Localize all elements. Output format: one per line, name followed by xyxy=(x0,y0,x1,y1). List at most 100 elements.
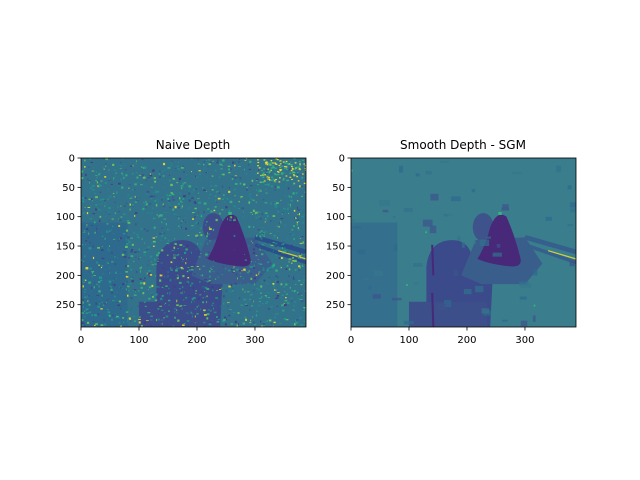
naive-depth-noise-speck xyxy=(255,262,257,265)
naive-depth-noise-speck xyxy=(208,226,211,229)
naive-depth-noise-speck xyxy=(108,314,111,317)
naive-depth-noise-speck xyxy=(175,309,178,311)
naive-depth-noise-speck xyxy=(269,233,272,235)
naive-depth-noise-speck xyxy=(101,294,103,297)
naive-depth-noise-speck xyxy=(108,195,112,198)
naive-depth-noise-speck xyxy=(109,229,111,232)
smooth-depth-bright-dot xyxy=(406,284,408,286)
naive-depth-noise-speck xyxy=(266,164,269,166)
naive-depth-noise-speck xyxy=(103,158,105,160)
naive-depth-noise-speck xyxy=(275,297,277,300)
naive-depth-noise-speck xyxy=(196,306,198,308)
naive-depth-noise-speck xyxy=(104,176,107,178)
naive-depth-noise-speck xyxy=(120,178,122,181)
naive-depth-noise-speck xyxy=(202,301,205,304)
naive-depth-noise-speck xyxy=(199,243,203,245)
naive-depth-noise-speck xyxy=(137,236,140,238)
naive-depth-noise-speck xyxy=(197,234,199,236)
naive-depth-noise-speck xyxy=(289,286,292,289)
naive-depth-noise-speck xyxy=(161,286,164,288)
naive-depth-noise-speck xyxy=(162,232,165,234)
naive-depth-noise-speck xyxy=(198,201,201,204)
naive-depth-noise-speck xyxy=(151,173,154,175)
naive-depth-noise-speck xyxy=(284,167,286,171)
naive-depth-noise-speck xyxy=(276,186,280,189)
naive-depth-noise-speck xyxy=(291,167,293,169)
naive-depth-noise-speck xyxy=(177,274,179,276)
naive-depth-noise-speck xyxy=(273,321,276,324)
naive-depth-noise-speck xyxy=(304,253,306,255)
naive-depth-noise-speck xyxy=(119,167,122,169)
naive-depth-noise-speck xyxy=(166,279,169,281)
naive-depth-noise-speck xyxy=(242,277,244,280)
naive-depth-noise-speck xyxy=(122,317,125,319)
naive-depth-noise-speck xyxy=(233,248,235,251)
naive-depth-noise-speck xyxy=(179,216,181,218)
naive-depth-noise-speck xyxy=(190,286,192,288)
naive-depth-noise-speck xyxy=(105,230,109,233)
naive-depth-noise-speck xyxy=(236,179,239,181)
naive-depth-noise-speck xyxy=(152,194,155,196)
naive-depth-noise-speck xyxy=(198,280,201,283)
naive-depth-noise-speck xyxy=(304,252,306,255)
naive-depth-noise-speck xyxy=(213,209,216,212)
naive-depth-noise-speck xyxy=(87,178,89,181)
naive-depth-noise-speck xyxy=(140,324,143,327)
naive-depth-noise-speck xyxy=(122,158,124,161)
naive-depth-noise-speck xyxy=(98,314,100,316)
naive-depth-noise-speck xyxy=(196,266,199,267)
naive-depth-noise-speck xyxy=(194,214,197,215)
naive-depth-noise-speck xyxy=(140,228,143,230)
naive-depth-noise-speck xyxy=(128,241,131,243)
naive-depth-noise-speck xyxy=(223,316,227,319)
naive-depth-noise-speck xyxy=(277,177,278,180)
naive-depth-noise-speck xyxy=(275,167,277,169)
naive-depth-noise-speck xyxy=(299,237,301,239)
naive-depth-noise-speck xyxy=(258,305,261,307)
naive-depth-noise-speck xyxy=(220,173,223,176)
naive-depth-noise-speck xyxy=(267,162,270,165)
smooth-depth-texture-patch xyxy=(422,219,433,227)
naive-depth-noise-speck xyxy=(267,178,271,180)
naive-depth-noise-speck xyxy=(145,276,147,278)
naive-depth-noise-speck xyxy=(139,282,143,285)
naive-depth-ytick-label: 100 xyxy=(56,212,75,223)
naive-depth-noise-speck xyxy=(112,192,115,194)
naive-depth-noise-speck xyxy=(292,276,294,279)
naive-depth-noise-speck xyxy=(105,212,107,214)
naive-depth-noise-speck xyxy=(142,170,143,172)
naive-depth-noise-speck xyxy=(257,159,259,161)
naive-depth-noise-speck xyxy=(255,234,258,237)
naive-depth-noise-speck xyxy=(175,269,178,272)
smooth-depth-bright-dot xyxy=(351,169,353,172)
naive-depth-noise-speck xyxy=(260,296,263,298)
smooth-depth-texture-patch xyxy=(483,325,488,327)
naive-depth-noise-speck xyxy=(89,181,90,184)
naive-depth-noise-speck xyxy=(260,175,262,177)
smooth-depth-texture-patch xyxy=(439,160,449,163)
smooth-depth-title: Smooth Depth - SGM xyxy=(400,138,526,152)
naive-depth-noise-speck xyxy=(253,324,257,326)
smooth-depth-texture-patch xyxy=(481,308,490,314)
naive-depth-noise-speck xyxy=(135,197,137,200)
naive-depth-noise-speck xyxy=(285,195,288,197)
naive-depth-noise-speck xyxy=(208,281,211,284)
naive-depth-noise-speck xyxy=(204,167,206,169)
naive-depth-noise-speck xyxy=(164,303,165,305)
naive-depth-noise-speck xyxy=(127,318,130,321)
naive-depth-noise-speck xyxy=(83,324,86,327)
naive-depth-noise-speck xyxy=(252,308,253,310)
naive-depth-noise-speck xyxy=(203,325,206,327)
naive-depth-noise-speck xyxy=(295,175,298,177)
naive-depth-noise-speck xyxy=(89,250,92,252)
naive-depth-noise-speck xyxy=(280,172,284,175)
naive-depth-noise-speck xyxy=(288,259,291,262)
naive-depth-noise-speck xyxy=(264,161,267,163)
naive-depth-noise-speck xyxy=(229,309,232,311)
naive-depth-noise-speck xyxy=(294,259,297,263)
naive-depth-axes-frame xyxy=(80,157,307,328)
smooth-depth-texture-patch xyxy=(403,320,414,325)
naive-depth-noise-speck xyxy=(146,320,149,321)
naive-depth-noise-speck xyxy=(130,320,132,322)
